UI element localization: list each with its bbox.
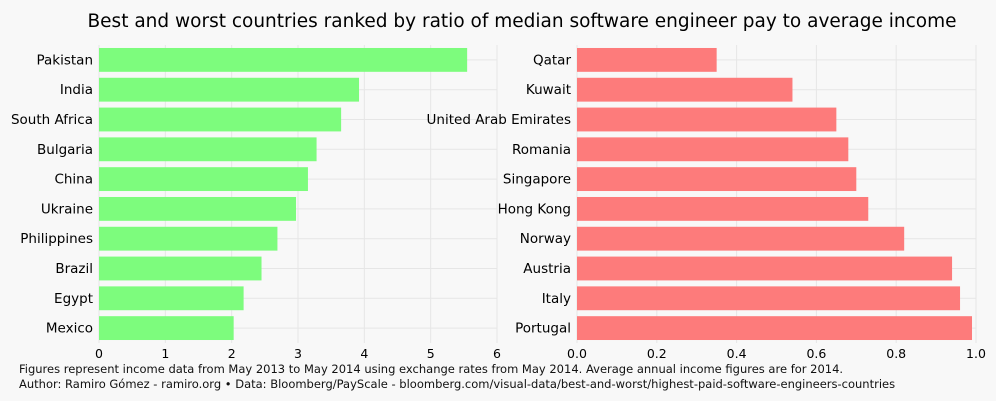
x-tick-label: 1 [161,346,169,361]
category-label: India [60,82,93,98]
chart-footer: Figures represent income data from May 2… [19,362,895,392]
category-label: Bulgaria [37,142,93,158]
bar [99,47,468,72]
category-label: Egypt [54,291,93,307]
category-label: Mexico [46,321,93,337]
x-tick-label: 1.0 [966,346,986,361]
bar [99,77,360,102]
x-tick-label: 5 [427,346,435,361]
x-tick-label: 0.4 [727,346,747,361]
bar [99,107,342,132]
x-tick-label: 0.2 [647,346,667,361]
x-tick-label: 0.0 [567,346,587,361]
category-label: Hong Kong [498,201,571,217]
category-label: United Arab Emirates [427,112,571,128]
category-label: Norway [520,231,571,247]
bar [99,286,244,311]
category-label: Pakistan [36,52,93,68]
bar [577,256,953,281]
bar [577,196,869,221]
bar [577,77,793,102]
bar [577,107,837,132]
category-label: Qatar [533,52,571,68]
bar [577,286,961,311]
x-tick-label: 0 [95,346,103,361]
panel-worst: 0.0 0.2 0.4 0.6 0.8 1.0 Qatar Kuwait United Arab… [427,45,986,361]
x-tick-label: 3 [294,346,302,361]
bar [577,137,849,162]
bar [99,226,278,251]
bar [99,167,308,192]
bar [577,316,973,341]
x-tick-label: 0.8 [886,346,906,361]
bar [577,167,857,192]
category-label: Romania [512,142,571,158]
x-tick-label: 2 [228,346,236,361]
bar [577,226,905,251]
category-label: Brazil [55,261,93,277]
panel-best: 0 1 2 3 4 5 6 Pakistan India South Africa Bulgaria… [11,45,501,361]
category-label: Italy [542,291,571,307]
bar [99,196,297,221]
x-tick-label: 6 [493,346,501,361]
category-label: Ukraine [41,201,93,217]
category-label: Austria [523,261,571,277]
x-tick-label: 0.6 [806,346,826,361]
bar [99,316,234,341]
chart-title: Best and worst countries ranked by ratio… [87,11,956,32]
category-label: China [54,172,93,188]
bar [577,47,717,72]
bar [99,256,262,281]
footer-note: Figures represent income data from May 2… [19,362,844,376]
category-label: Philippines [20,231,93,247]
category-label: South Africa [11,112,93,128]
footer-credit: Author: Ramiro Gómez - ramiro.org • Data… [19,377,896,391]
x-tick-label: 4 [360,346,368,361]
category-label: Portugal [515,321,571,337]
category-label: Kuwait [526,82,571,98]
bar [99,137,317,162]
category-label: Singapore [503,172,571,188]
